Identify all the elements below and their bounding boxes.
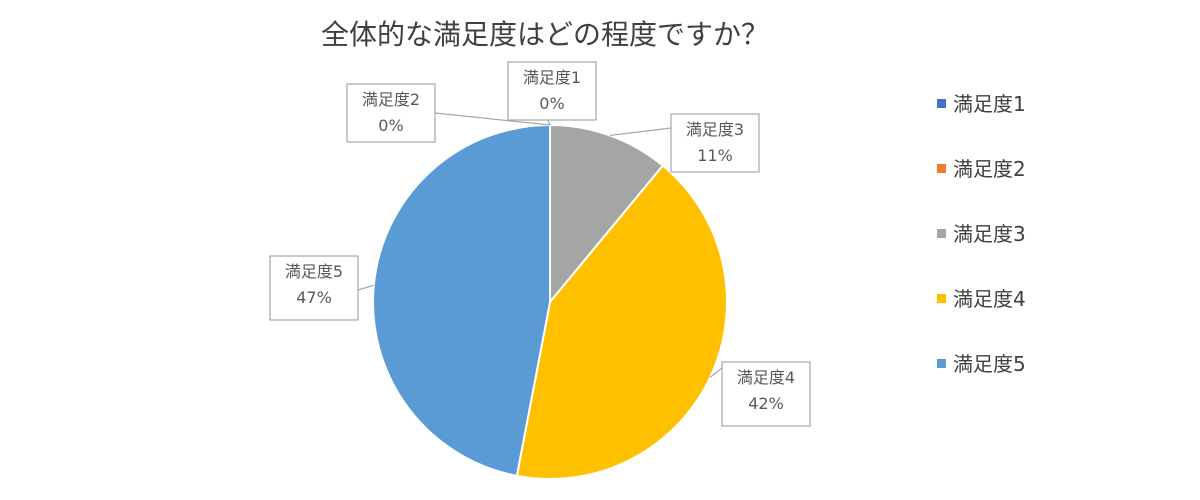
data-label-category-1: 満足度1	[523, 68, 581, 87]
legend-swatch-1	[937, 99, 946, 108]
data-label-category-4: 満足度4	[737, 368, 795, 387]
legend: 満足度1 満足度2 満足度3 満足度4 満足度5	[937, 92, 1026, 376]
legend-swatch-2	[937, 164, 946, 173]
data-label-value-1: 0%	[539, 94, 564, 113]
legend-label-1: 満足度1	[953, 92, 1026, 116]
data-labels: 満足度1 0% 満足度2 0% 満足度3 11% 満足度4 42% 満足度5 47%	[269, 61, 811, 427]
leader-line-1	[547, 119, 551, 126]
data-label-category-2: 満足度2	[362, 90, 420, 109]
leader-line-5	[357, 284, 374, 291]
data-label-value-4: 42%	[748, 394, 784, 413]
data-label-box-2	[346, 83, 436, 143]
pie-slice-3	[549, 123, 665, 305]
legend-swatch-3	[937, 229, 946, 238]
pie-slice-4	[515, 164, 728, 480]
data-label-value-2: 0%	[378, 116, 403, 135]
leader-line-2	[434, 112, 551, 126]
legend-swatch-4	[937, 294, 946, 303]
leader-line-3	[609, 127, 672, 137]
data-label-value-5: 47%	[296, 288, 332, 307]
chart-title: 全体的な満足度はどの程度ですか？	[321, 18, 769, 51]
pie-slices	[372, 123, 728, 480]
leader-line-4	[709, 367, 723, 378]
legend-label-3: 満足度3	[953, 222, 1026, 246]
data-label-box-5	[269, 255, 359, 321]
data-label-box-1	[507, 61, 597, 121]
data-label-category-3: 満足度3	[686, 120, 744, 139]
data-label-category-5: 満足度5	[285, 262, 343, 281]
data-label-value-3: 11%	[697, 146, 733, 165]
legend-label-5: 満足度5	[953, 352, 1026, 376]
legend-label-4: 満足度4	[953, 287, 1026, 311]
data-label-box-4	[721, 361, 811, 427]
legend-label-2: 満足度2	[953, 157, 1026, 181]
data-label-box-3	[670, 113, 760, 173]
pie-slice-5	[372, 123, 551, 478]
legend-swatch-5	[937, 359, 946, 368]
